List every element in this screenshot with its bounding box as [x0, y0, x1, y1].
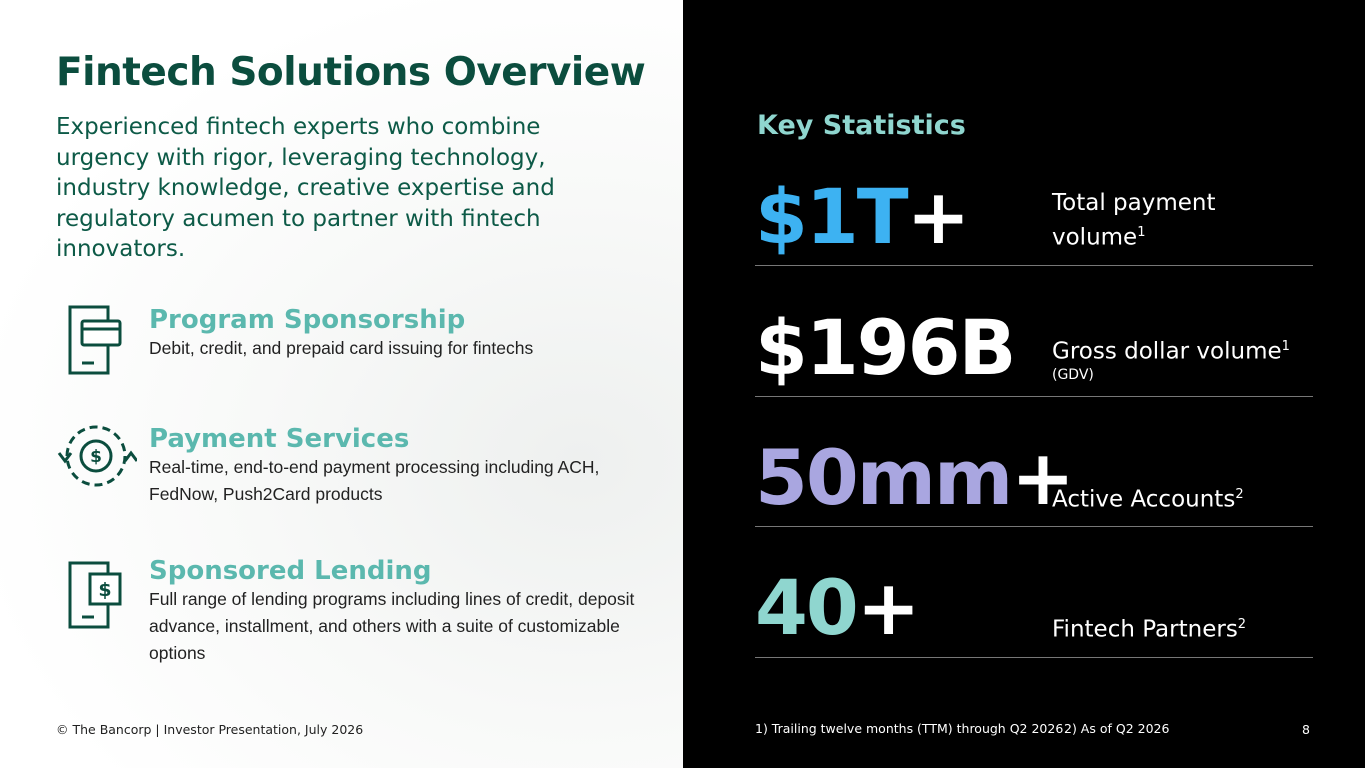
svg-text:$: $ — [98, 579, 111, 601]
stat-number: 50mm — [755, 433, 1013, 522]
divider — [755, 526, 1313, 527]
stat-value: $196B — [755, 303, 1016, 392]
lending-icon: $ — [68, 561, 122, 629]
footnote-ref: 2 — [1237, 617, 1247, 632]
stat-value: 40+ — [755, 563, 921, 652]
label-text: Gross dollar volume — [1052, 338, 1282, 365]
service-description: Full range of lending programs including… — [149, 589, 635, 663]
divider — [755, 265, 1313, 266]
right-panel — [683, 0, 1365, 768]
footnote-ref: 1 — [1281, 339, 1290, 354]
divider — [755, 657, 1313, 658]
label-detail: (GDV) — [1052, 366, 1094, 383]
stat-number: 40 — [755, 563, 859, 652]
footnote: 2) As of Q2 2026 — [1064, 721, 1170, 736]
stat-label: Fintech Partners2 — [1052, 610, 1312, 645]
stat-label: Gross dollar volume1 (GDV) — [1052, 332, 1332, 383]
stat-number: $196B — [755, 303, 1016, 392]
label-text: Active Accounts — [1052, 486, 1236, 513]
service: Program Sponsorship Debit, credit, and p… — [149, 305, 639, 362]
stat-value: 50mm+ — [755, 433, 1075, 522]
stat-label: Active Accounts2 — [1052, 480, 1312, 515]
footnote: 1) Trailing twelve months (TTM) through … — [755, 721, 1064, 736]
service: Payment Services Real-time, end-to-end p… — [149, 424, 639, 508]
stat-suffix: + — [856, 563, 921, 652]
footnote-ref: 2 — [1235, 487, 1244, 502]
stat-label: Total payment volume1 — [1052, 188, 1312, 253]
copyright: © The Bancorp | Investor Presentation, J… — [56, 722, 364, 737]
divider — [755, 396, 1313, 397]
service-title: Sponsored Lending — [149, 556, 432, 586]
stat-value: $1T+ — [755, 172, 971, 261]
service-description: Real-time, end-to-end payment processing… — [149, 457, 600, 504]
stat-suffix: + — [1011, 433, 1075, 522]
footnote-ref: 1 — [1137, 225, 1146, 240]
service: Sponsored Lending Full range of lending … — [149, 556, 639, 667]
page-number: 8 — [1302, 722, 1310, 737]
label-text: Total payment volume — [1052, 190, 1216, 251]
stat-number: $1T — [755, 172, 909, 261]
svg-text:$: $ — [90, 447, 102, 467]
card-icon — [68, 305, 122, 375]
payment-icon: $ — [57, 425, 137, 487]
left-panel — [0, 0, 683, 768]
label-text: Fintech Partners — [1052, 616, 1238, 643]
stat-suffix: + — [906, 172, 971, 261]
stats-heading: Key Statistics — [757, 110, 966, 141]
service-description: Debit, credit, and prepaid card issuing … — [149, 338, 534, 358]
service-title: Program Sponsorship — [149, 305, 466, 335]
service-title: Payment Services — [149, 424, 410, 454]
title: Fintech Solutions Overview — [56, 50, 646, 95]
subtitle: Experienced fintech experts who combine … — [56, 114, 555, 262]
